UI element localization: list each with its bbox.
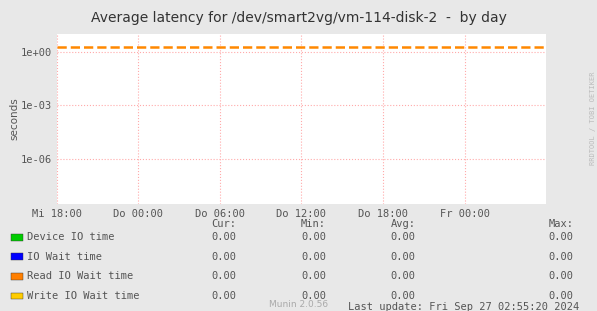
Text: 0.00: 0.00 (301, 232, 326, 242)
Text: 0.00: 0.00 (390, 232, 416, 242)
Text: 0.00: 0.00 (301, 272, 326, 281)
Text: IO Wait time: IO Wait time (27, 252, 103, 262)
Text: Last update: Fri Sep 27 02:55:20 2024: Last update: Fri Sep 27 02:55:20 2024 (348, 302, 579, 311)
Text: 0.00: 0.00 (211, 252, 236, 262)
Text: 0.00: 0.00 (549, 232, 574, 242)
Y-axis label: seconds: seconds (9, 98, 19, 140)
Text: 0.00: 0.00 (549, 272, 574, 281)
Text: Cur:: Cur: (211, 219, 236, 229)
Text: Device IO time: Device IO time (27, 232, 115, 242)
Text: 0.00: 0.00 (390, 291, 416, 301)
Text: Average latency for /dev/smart2vg/vm-114-disk-2  -  by day: Average latency for /dev/smart2vg/vm-114… (91, 11, 506, 25)
Text: 0.00: 0.00 (211, 232, 236, 242)
Text: 0.00: 0.00 (390, 272, 416, 281)
Text: RRDTOOL / TOBI OETIKER: RRDTOOL / TOBI OETIKER (590, 72, 596, 165)
Text: Max:: Max: (549, 219, 574, 229)
Text: 0.00: 0.00 (211, 272, 236, 281)
Text: 0.00: 0.00 (390, 252, 416, 262)
Text: 0.00: 0.00 (211, 291, 236, 301)
Text: Read IO Wait time: Read IO Wait time (27, 272, 134, 281)
Text: Write IO Wait time: Write IO Wait time (27, 291, 140, 301)
Text: 0.00: 0.00 (549, 291, 574, 301)
Text: 0.00: 0.00 (549, 252, 574, 262)
Text: Min:: Min: (301, 219, 326, 229)
Text: Munin 2.0.56: Munin 2.0.56 (269, 299, 328, 309)
Text: 0.00: 0.00 (301, 252, 326, 262)
Text: Avg:: Avg: (390, 219, 416, 229)
Text: 0.00: 0.00 (301, 291, 326, 301)
